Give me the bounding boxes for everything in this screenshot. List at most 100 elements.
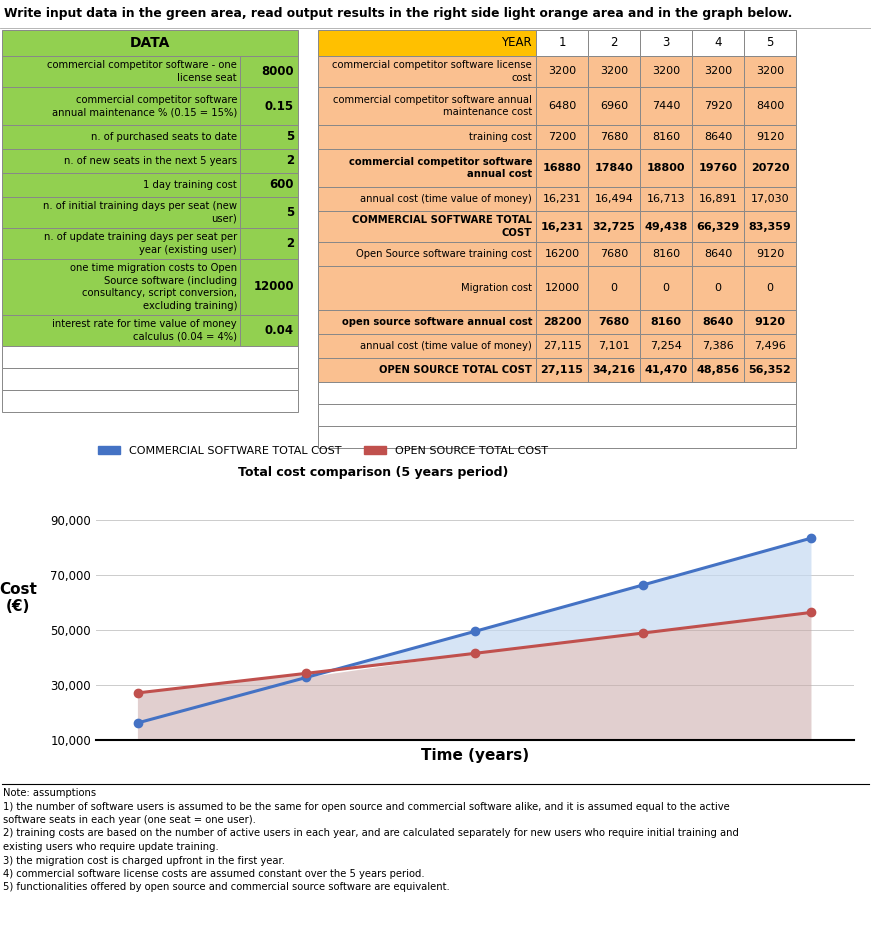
Text: 3200: 3200 bbox=[756, 66, 784, 77]
Text: 0: 0 bbox=[663, 283, 670, 293]
Text: 7,101: 7,101 bbox=[598, 341, 630, 351]
Text: 0: 0 bbox=[611, 283, 618, 293]
Bar bbox=[588, 125, 640, 149]
Text: 27,115: 27,115 bbox=[543, 341, 581, 351]
Text: Cost
(€): Cost (€) bbox=[0, 582, 37, 615]
Bar bbox=[588, 56, 640, 87]
Bar bbox=[240, 87, 298, 125]
Text: 3) the migration cost is charged upfront in the first year.: 3) the migration cost is charged upfront… bbox=[3, 856, 285, 866]
Text: 2: 2 bbox=[286, 154, 294, 167]
Text: commercial competitor software - one
license seat: commercial competitor software - one lic… bbox=[47, 61, 237, 83]
Bar bbox=[240, 56, 298, 87]
Bar bbox=[588, 266, 640, 310]
Bar bbox=[318, 125, 536, 149]
Text: 9120: 9120 bbox=[754, 317, 786, 327]
Bar bbox=[2, 30, 298, 56]
Bar bbox=[640, 87, 692, 125]
Text: 9120: 9120 bbox=[756, 249, 784, 259]
Text: 48,856: 48,856 bbox=[697, 365, 739, 375]
Text: 19760: 19760 bbox=[699, 163, 738, 173]
Text: 4: 4 bbox=[714, 36, 722, 50]
Text: 7680: 7680 bbox=[600, 249, 628, 259]
Text: 8640: 8640 bbox=[704, 132, 733, 142]
Text: 5) functionalities offered by open source and commercial source software are equ: 5) functionalities offered by open sourc… bbox=[3, 883, 449, 893]
Bar bbox=[240, 173, 298, 197]
Bar bbox=[744, 334, 796, 358]
Text: commercial competitor software
annual maintenance % (0.15 = 15%): commercial competitor software annual ma… bbox=[51, 94, 237, 117]
Text: n. of new seats in the next 5 years: n. of new seats in the next 5 years bbox=[64, 156, 237, 166]
Text: 7920: 7920 bbox=[704, 101, 733, 111]
Text: training cost: training cost bbox=[469, 132, 532, 142]
Bar bbox=[2, 149, 240, 173]
Bar bbox=[692, 334, 744, 358]
Text: 83,359: 83,359 bbox=[749, 221, 792, 232]
Text: 41,470: 41,470 bbox=[645, 365, 687, 375]
Bar bbox=[536, 149, 588, 187]
Bar bbox=[240, 315, 298, 346]
Bar bbox=[536, 56, 588, 87]
Bar bbox=[640, 56, 692, 87]
Bar bbox=[640, 211, 692, 242]
Bar bbox=[640, 125, 692, 149]
Bar bbox=[692, 358, 744, 382]
Text: commercial competitor software license
cost: commercial competitor software license c… bbox=[332, 61, 532, 83]
Text: 3: 3 bbox=[662, 36, 670, 50]
Text: annual cost (time value of money): annual cost (time value of money) bbox=[361, 194, 532, 204]
Text: annual cost (time value of money): annual cost (time value of money) bbox=[361, 341, 532, 351]
Text: Write input data in the green area, read output results in the right side light : Write input data in the green area, read… bbox=[4, 7, 793, 21]
Text: 7440: 7440 bbox=[652, 101, 680, 111]
Bar bbox=[744, 87, 796, 125]
Text: 0.15: 0.15 bbox=[265, 100, 294, 112]
Bar bbox=[318, 211, 536, 242]
Bar bbox=[640, 30, 692, 56]
Text: 7,254: 7,254 bbox=[650, 341, 682, 351]
Text: Total cost comparison (5 years period): Total cost comparison (5 years period) bbox=[238, 466, 509, 479]
Text: 5: 5 bbox=[766, 36, 773, 50]
Text: 17,030: 17,030 bbox=[751, 194, 789, 204]
Bar bbox=[744, 149, 796, 187]
Bar bbox=[318, 242, 536, 266]
Text: 4) commercial software license costs are assumed constant over the 5 years perio: 4) commercial software license costs are… bbox=[3, 869, 425, 879]
Text: 600: 600 bbox=[269, 178, 294, 191]
Bar bbox=[640, 149, 692, 187]
Text: 3200: 3200 bbox=[548, 66, 576, 77]
Text: 27,115: 27,115 bbox=[541, 365, 584, 375]
Bar bbox=[588, 87, 640, 125]
Text: 8000: 8000 bbox=[261, 65, 294, 78]
Bar bbox=[744, 187, 796, 211]
Bar bbox=[536, 125, 588, 149]
Text: 12000: 12000 bbox=[253, 280, 294, 293]
Bar bbox=[240, 228, 298, 259]
Bar bbox=[640, 310, 692, 334]
Text: 16200: 16200 bbox=[544, 249, 579, 259]
Bar bbox=[536, 242, 588, 266]
Text: 5: 5 bbox=[286, 131, 294, 144]
Text: 7680: 7680 bbox=[600, 132, 628, 142]
Text: 12000: 12000 bbox=[544, 283, 579, 293]
Bar bbox=[692, 187, 744, 211]
Text: 56,352: 56,352 bbox=[749, 365, 792, 375]
Bar bbox=[318, 334, 536, 358]
Bar bbox=[2, 87, 240, 125]
Text: 1 day training cost: 1 day training cost bbox=[143, 180, 237, 190]
Text: 28200: 28200 bbox=[543, 317, 581, 327]
Bar bbox=[536, 266, 588, 310]
Bar bbox=[744, 310, 796, 334]
Text: 66,329: 66,329 bbox=[697, 221, 739, 232]
Bar bbox=[692, 125, 744, 149]
Bar bbox=[2, 259, 240, 315]
Bar bbox=[318, 266, 536, 310]
Text: 8400: 8400 bbox=[756, 101, 784, 111]
Bar bbox=[318, 310, 536, 334]
Text: Note: assumptions: Note: assumptions bbox=[3, 788, 96, 798]
Text: OPEN SOURCE TOTAL COST: OPEN SOURCE TOTAL COST bbox=[379, 365, 532, 375]
Bar bbox=[588, 310, 640, 334]
Text: 8640: 8640 bbox=[702, 317, 733, 327]
Text: 16880: 16880 bbox=[543, 163, 581, 173]
Text: COMMERCIAL SOFTWARE TOTAL
COST: COMMERCIAL SOFTWARE TOTAL COST bbox=[352, 216, 532, 237]
Bar bbox=[692, 149, 744, 187]
Text: 8160: 8160 bbox=[652, 132, 680, 142]
Bar bbox=[588, 334, 640, 358]
Bar bbox=[536, 211, 588, 242]
Bar bbox=[744, 358, 796, 382]
